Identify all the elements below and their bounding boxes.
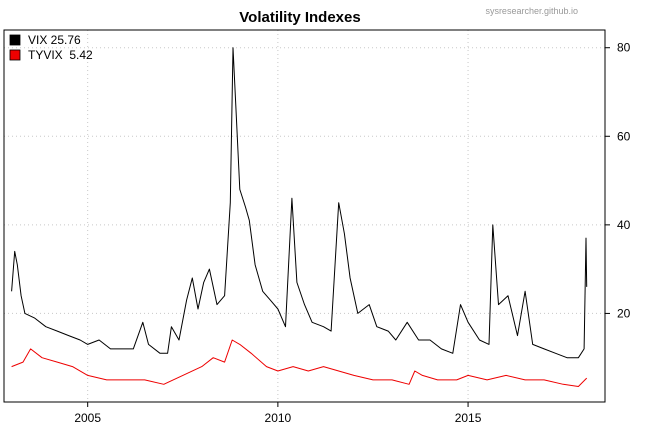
- legend-swatch: [9, 34, 21, 46]
- x-tick-label: 2005: [74, 411, 101, 425]
- y-tick-label: 80: [617, 41, 631, 55]
- chart-title: Volatility Indexes: [239, 9, 360, 26]
- watermark-text: sysresearcher.github.io: [485, 6, 578, 16]
- gridlines: [4, 30, 605, 402]
- plot-frame: [3, 29, 606, 403]
- legend-label: VIX 25.76: [28, 33, 81, 47]
- series-line-vix: [11, 47, 588, 359]
- x-tick-label: 2015: [455, 411, 482, 425]
- y-tick-label: 40: [617, 218, 631, 232]
- legend-label: TYVIX 5.42: [28, 48, 93, 62]
- y-tick-label: 60: [617, 129, 631, 143]
- y-tick-label: 20: [617, 306, 631, 320]
- series-line-tyvix: [11, 339, 588, 387]
- x-tick-label: 2010: [265, 411, 292, 425]
- legend-swatch: [9, 49, 21, 61]
- axes: 2005 2010 2015 20 40 60 80: [74, 41, 630, 425]
- series-layer: [11, 47, 588, 387]
